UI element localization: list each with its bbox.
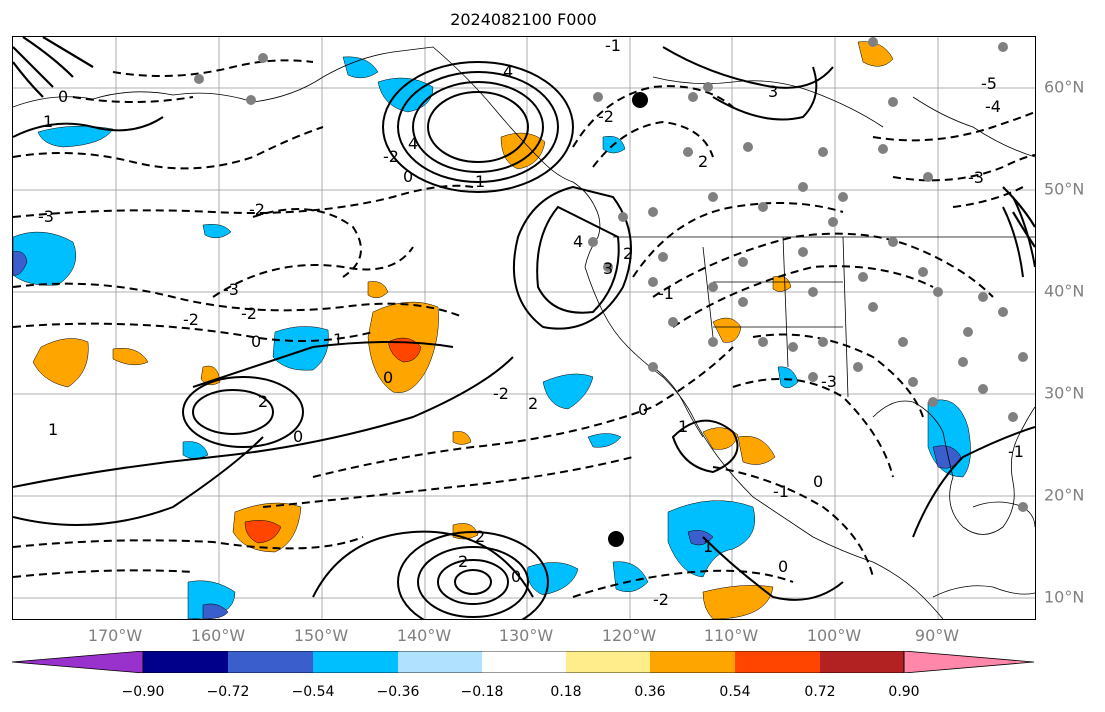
contour-label: 2 <box>528 394 538 413</box>
lon-label: 120°W <box>601 626 657 645</box>
lat-label: 20°N <box>1044 485 1085 505</box>
map-svg: -1 -3 -2 -3 -2 -2 0 1 2 0 0 -2 2 1 2 2 0… <box>13 37 1035 619</box>
contour-label: 0 <box>403 167 413 186</box>
contour-label: 4 <box>408 134 418 153</box>
colorbar-tick: 0.18 <box>550 684 582 700</box>
lon-label: 130°W <box>498 626 554 645</box>
contour-label: -2 <box>653 590 669 609</box>
contour-label: 1 <box>703 537 713 556</box>
lat-label: 10°N <box>1044 587 1085 607</box>
contour-label: 1 <box>43 112 53 131</box>
contour-label: -1 <box>605 37 621 55</box>
contour-label: 2 <box>458 552 468 571</box>
contour-label: -2 <box>383 147 399 166</box>
contour-lines <box>13 37 1035 619</box>
contour-label: 0 <box>293 427 303 446</box>
lat-label: 40°N <box>1044 281 1085 301</box>
colorbar-tick: −0.36 <box>376 684 420 700</box>
contour-label: 4 <box>503 62 513 81</box>
shaded-fields <box>13 41 971 619</box>
contour-label: 0 <box>778 557 788 576</box>
map-title: 2024082100 F000 <box>450 10 597 29</box>
contour-label: -1 <box>773 482 789 501</box>
colorbar-tick: 0.36 <box>634 684 666 700</box>
contour-label: -3 <box>38 207 54 226</box>
contour-label: 2 <box>258 392 268 411</box>
coastlines <box>13 46 1035 619</box>
contour-label: 3 <box>768 82 778 101</box>
contour-label: 1 <box>475 172 485 191</box>
colorbar-tick: −0.54 <box>291 684 335 700</box>
contour-label: 0 <box>638 400 648 419</box>
colorbar-tick: 0.90 <box>888 684 920 700</box>
contour-label: -3 <box>223 280 239 299</box>
contour-label: 4 <box>573 232 583 251</box>
contour-label: 0 <box>813 472 823 491</box>
colorbar-tick: −0.18 <box>460 684 504 700</box>
storm-markers <box>608 92 648 547</box>
contour-label: -3 <box>968 168 984 187</box>
colorbar-tick: 0.54 <box>719 684 751 700</box>
contour-label: 1 <box>678 417 688 436</box>
lon-label: 110°W <box>703 626 759 645</box>
lon-label: 150°W <box>293 626 349 645</box>
contour-label: -4 <box>985 97 1001 116</box>
contour-label: 1 <box>48 420 58 439</box>
lat-label: 30°N <box>1044 383 1085 403</box>
colorbar-tick: 0.72 <box>804 684 836 700</box>
contour-label: 3 <box>603 259 613 278</box>
lon-label: 100°W <box>806 626 862 645</box>
contour-label: 2 <box>475 527 485 546</box>
contour-label: -1 <box>658 284 674 303</box>
contour-label: 0 <box>58 87 68 106</box>
lon-label: 90°W <box>914 626 960 645</box>
contour-label: -3 <box>821 372 837 391</box>
contour-label: 0 <box>251 332 261 351</box>
map-panel: -1 -3 -2 -3 -2 -2 0 1 2 0 0 -2 2 1 2 2 0… <box>12 36 1036 620</box>
contour-label: 0 <box>383 368 393 387</box>
lat-label: 50°N <box>1044 179 1085 199</box>
contour-label: -2 <box>183 310 199 329</box>
graticule <box>13 37 1035 619</box>
contour-label: -2 <box>249 200 265 219</box>
contour-label: -2 <box>241 304 257 323</box>
contour-label: 2 <box>623 244 633 263</box>
lon-label: 170°W <box>87 626 143 645</box>
contour-value-labels: -1 -3 -2 -3 -2 -2 0 1 2 0 0 -2 2 1 2 2 0… <box>38 37 1024 609</box>
contour-label: -5 <box>981 74 997 93</box>
contour-label: -2 <box>598 107 614 126</box>
lon-label: 140°W <box>396 626 452 645</box>
colorbar <box>12 651 1035 673</box>
contour-label: 1 <box>333 330 343 349</box>
colorbar-tick: −0.90 <box>121 684 165 700</box>
colorbar-tick: −0.72 <box>206 684 250 700</box>
station-markers <box>194 37 1028 512</box>
lat-label: 60°N <box>1044 77 1085 97</box>
contour-label: 0 <box>511 567 521 586</box>
contour-label: -1 <box>1008 442 1024 461</box>
lon-label: 160°W <box>190 626 246 645</box>
contour-label: -2 <box>493 384 509 403</box>
contour-label: 2 <box>698 152 708 171</box>
